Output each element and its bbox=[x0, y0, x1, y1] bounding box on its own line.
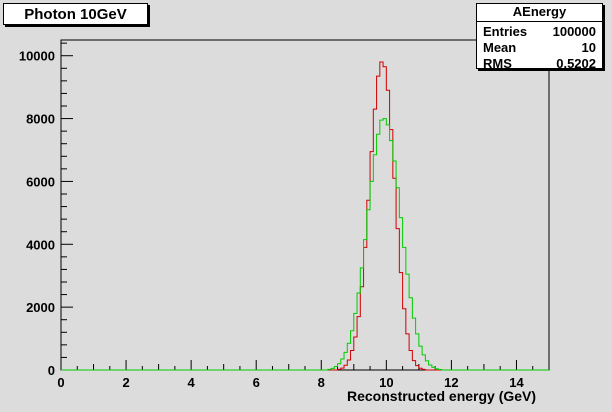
stats-row-entries: Entries 100000 bbox=[483, 24, 596, 40]
y-tick-label: 2000 bbox=[26, 300, 55, 315]
plot-frame bbox=[60, 39, 550, 371]
x-tick-label: 2 bbox=[122, 375, 129, 390]
stats-row-mean: Mean 10 bbox=[483, 40, 596, 56]
histogram-series bbox=[61, 61, 549, 371]
x-tick-label: 12 bbox=[444, 375, 458, 390]
x-axis-label: Reconstructed energy (GeV) bbox=[347, 388, 536, 404]
title-box: Photon 10GeV bbox=[3, 3, 148, 25]
stats-label: Entries bbox=[483, 24, 528, 39]
x-tick-label: 6 bbox=[253, 375, 260, 390]
x-tick-label: 10 bbox=[379, 375, 393, 390]
stats-label: Mean bbox=[483, 40, 517, 55]
y-tick-label: 4000 bbox=[26, 237, 55, 252]
stats-value: 0.5202 bbox=[556, 56, 596, 71]
stats-box: AEnergy Entries 100000 Mean 10 RMS 0.520… bbox=[476, 3, 603, 72]
y-tick-label: 10000 bbox=[19, 49, 55, 64]
axis-ticks: 0 2 4 6 8 10 12 14 0 2000 4000 6000 8000 10000 bbox=[19, 42, 550, 390]
x-tick-label: 4 bbox=[188, 375, 196, 390]
series-line-1 bbox=[61, 61, 549, 371]
stats-value: 100000 bbox=[552, 24, 596, 39]
page-title: Photon 10GeV bbox=[24, 6, 127, 23]
stats-name: AEnergy bbox=[477, 4, 602, 22]
series-line-2 bbox=[61, 118, 549, 371]
stats-label: RMS bbox=[483, 56, 512, 71]
stats-row-rms: RMS 0.5202 bbox=[483, 56, 596, 72]
y-tick-label: 8000 bbox=[26, 112, 55, 127]
y-tick-label: 6000 bbox=[26, 174, 55, 189]
x-tick-label: 0 bbox=[57, 375, 64, 390]
stats-value: 10 bbox=[581, 40, 596, 55]
x-tick-label: 8 bbox=[318, 375, 325, 390]
y-tick-label: 0 bbox=[48, 363, 55, 378]
x-tick-label: 14 bbox=[509, 375, 524, 390]
